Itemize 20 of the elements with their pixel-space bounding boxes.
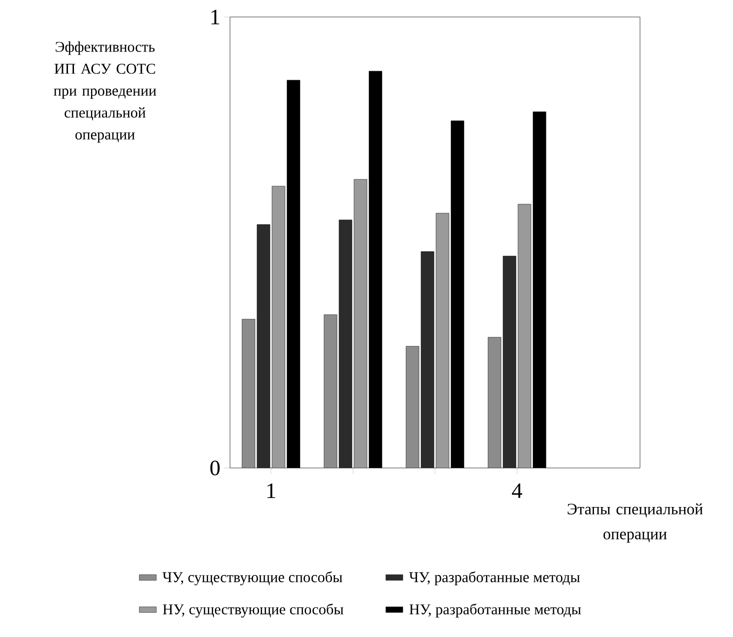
legend-label: ЧУ, существующие способы <box>162 571 342 586</box>
bar <box>406 346 420 468</box>
y-tick-label: 0 <box>210 460 220 476</box>
y-axis-title: Эффективность ИП АСУ СОТС при проведении специальной операции <box>54 41 156 143</box>
x-axis-title: Этапы специальной операции <box>568 503 703 543</box>
legend-label: НУ, существующие способы <box>162 604 344 618</box>
bar <box>272 186 286 468</box>
bar <box>256 224 270 468</box>
legend-label: ЧУ, разработанные методы <box>409 571 580 586</box>
bar <box>518 204 532 468</box>
bar <box>488 337 502 468</box>
bar <box>242 319 256 468</box>
bar <box>324 314 338 468</box>
bar <box>354 179 368 468</box>
bar <box>502 256 516 468</box>
bar <box>420 251 434 468</box>
bar <box>436 213 450 468</box>
x-tick-label: 4 <box>512 484 522 498</box>
bar <box>338 220 352 468</box>
legend-label: НУ, разработанные методы <box>409 604 581 618</box>
